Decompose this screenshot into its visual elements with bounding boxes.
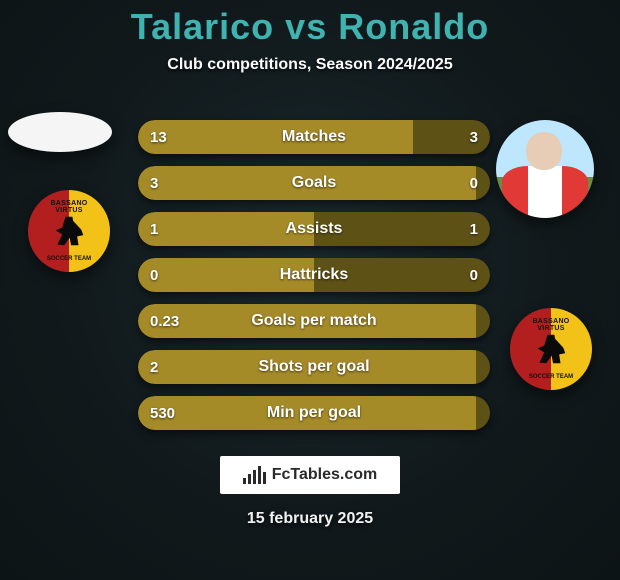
badge-top-text: BASSANO [532, 318, 569, 325]
player-right-club-badge: BASSANOVIRTUS SOCCER TEAM [510, 308, 592, 390]
stat-label: Goals per match [202, 312, 426, 330]
stat-left-value: 530 [138, 405, 202, 422]
stat-fill-right [476, 304, 490, 338]
stat-row: 13Matches3 [138, 120, 490, 154]
stat-label: Assists [202, 220, 426, 238]
badge-top-text: BASSANO [50, 200, 87, 207]
stat-left-value: 13 [138, 129, 202, 146]
bars-icon [243, 466, 266, 484]
badge-bottom-text: SOCCER TEAM [28, 256, 110, 262]
stat-right-value: 0 [426, 175, 490, 192]
stat-label: Shots per goal [202, 358, 426, 376]
stat-right-value: 1 [426, 221, 490, 238]
stat-row: 2Shots per goal [138, 350, 490, 384]
stats-list: 13Matches33Goals01Assists10Hattricks00.2… [138, 120, 490, 430]
brand-badge: FcTables.com [220, 456, 400, 494]
stat-label: Hattricks [202, 266, 426, 284]
badge-silhouette-icon [534, 332, 568, 366]
player-left-name: Talarico [131, 6, 274, 47]
stat-right-value: 0 [426, 267, 490, 284]
stat-row: 0.23Goals per match [138, 304, 490, 338]
stat-row: 0Hattricks0 [138, 258, 490, 292]
stat-left-value: 0 [138, 267, 202, 284]
badge-silhouette-icon [52, 214, 86, 248]
stat-row: 3Goals0 [138, 166, 490, 200]
brand-label: FcTables.com [272, 466, 378, 484]
player-left-club-badge: BASSANOVIRTUS SOCCER TEAM [28, 190, 110, 272]
player-right-avatar [496, 120, 594, 218]
stat-label: Min per goal [202, 404, 426, 422]
subtitle: Club competitions, Season 2024/2025 [0, 56, 620, 74]
versus-word: vs [285, 6, 327, 47]
stat-left-value: 0.23 [138, 313, 202, 330]
player-right-name: Ronaldo [338, 6, 489, 47]
comparison-title: Talarico vs Ronaldo [0, 0, 620, 48]
badge-mid-text: VIRTUS [55, 207, 82, 214]
stat-label: Matches [202, 128, 426, 146]
footer-date: 15 february 2025 [0, 510, 620, 528]
stat-left-value: 2 [138, 359, 202, 376]
stat-label: Goals [202, 174, 426, 192]
stat-left-value: 3 [138, 175, 202, 192]
stat-row: 530Min per goal [138, 396, 490, 430]
badge-bottom-text: SOCCER TEAM [510, 374, 592, 380]
stat-right-value: 3 [426, 129, 490, 146]
stat-fill-right [476, 396, 490, 430]
badge-mid-text: VIRTUS [537, 325, 564, 332]
stat-left-value: 1 [138, 221, 202, 238]
stat-fill-right [476, 350, 490, 384]
stat-row: 1Assists1 [138, 212, 490, 246]
player-left-avatar [8, 112, 112, 152]
